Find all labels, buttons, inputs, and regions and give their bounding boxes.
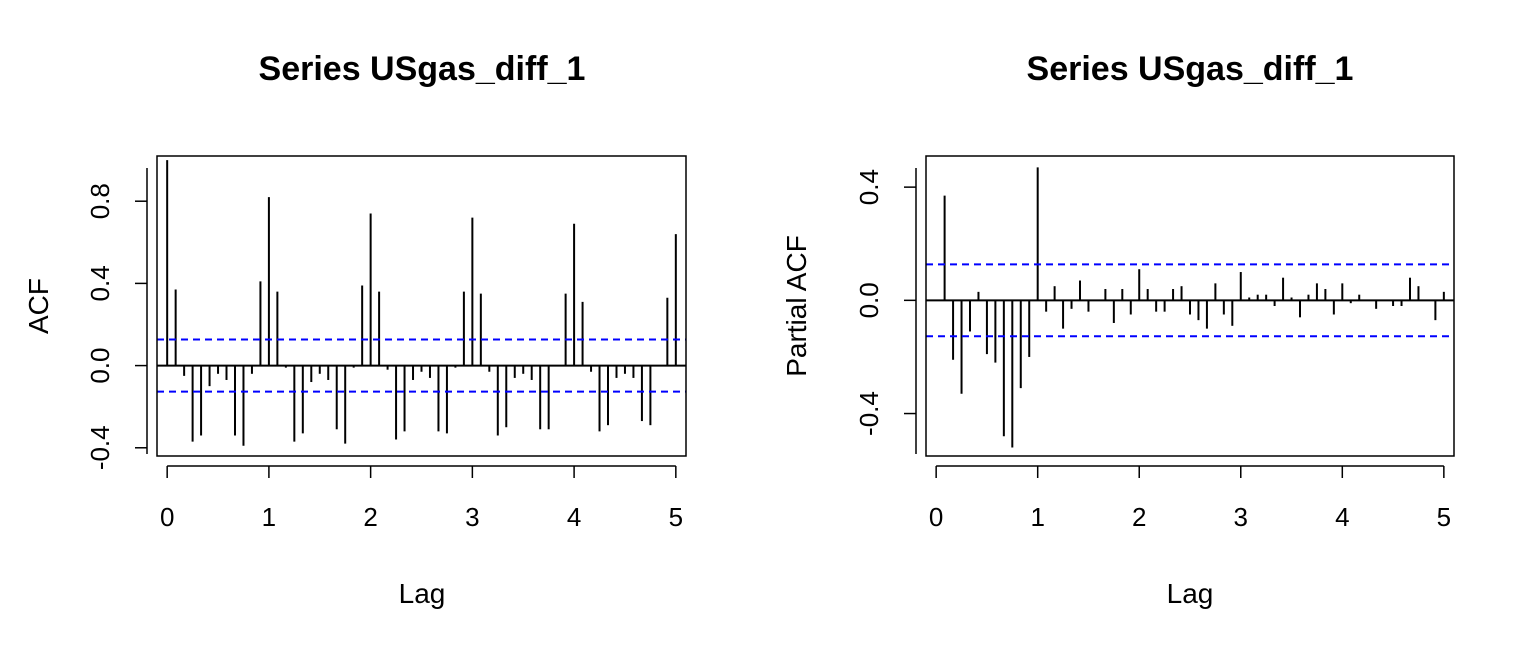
pacf-x-axis-label: Lag [1167,578,1214,609]
pacf-title: Series USgas_diff_1 [1027,50,1354,88]
acf-x-ticks: 0 1 2 3 4 5 [160,465,683,532]
acf-plot-frame [156,155,687,457]
acf-x-tick-label: 2 [363,502,377,532]
acf-y-tick-label: 0.0 [85,348,115,384]
pacf-y-tick-label: 0.0 [854,282,884,318]
acf-y-tick-label: -0.4 [85,425,115,470]
pacf-y-axis-label: Partial ACF [781,235,812,377]
pacf-panel: Series USgas_diff_1 Lag Partial ACF 0 1 2 3… [781,50,1455,609]
acf-spikes [166,160,677,446]
pacf-plot-frame [925,155,1455,457]
acf-x-tick-label: 0 [160,502,174,532]
pacf-x-tick-label: 3 [1234,502,1248,532]
acf-x-tick-label: 4 [567,502,581,532]
pacf-x-tick-label: 4 [1335,502,1349,532]
pacf-y-ticks: -0.4 0.0 0.4 [854,168,917,454]
acf-y-ticks: -0.4 0.0 0.4 0.8 [85,168,148,470]
acf-y-tick-label: 0.4 [85,265,115,301]
acf-x-tick-label: 3 [465,502,479,532]
acf-title: Series USgas_diff_1 [259,50,586,88]
pacf-x-ticks: 0 1 2 3 4 5 [929,465,1451,532]
pacf-x-tick-label: 5 [1437,502,1451,532]
pacf-y-tick-label: 0.4 [854,169,884,205]
pacf-x-tick-label: 2 [1132,502,1146,532]
pacf-confidence-bounds [926,263,1454,338]
acf-y-tick-label: 0.8 [85,183,115,219]
pacf-y-tick-label: -0.4 [854,391,884,436]
pacf-x-tick-label: 0 [929,502,943,532]
acf-confidence-bounds [157,338,686,393]
pacf-spikes [943,167,1445,448]
pacf-x-tick-label: 1 [1030,502,1044,532]
acf-panel: Series USgas_diff_1 Lag ACF 0 1 2 3 4 5 -0.4 0… [23,50,687,609]
acf-x-tick-label: 5 [669,502,683,532]
acf-y-axis-label: ACF [23,278,54,334]
acf-x-tick-label: 1 [262,502,276,532]
acf-x-axis-label: Lag [399,578,446,609]
